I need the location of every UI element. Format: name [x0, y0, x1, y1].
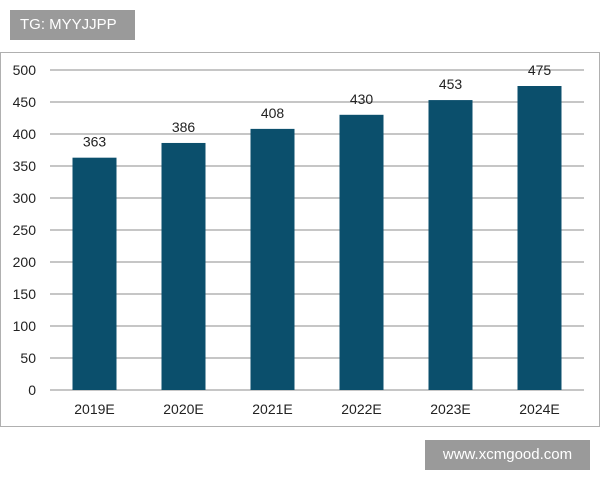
y-tick-label: 100	[13, 318, 37, 334]
x-tick-label: 2021E	[252, 401, 292, 417]
data-labels: 363 386 408 430 453 475	[83, 62, 552, 150]
data-label: 386	[172, 119, 196, 135]
bars	[72, 86, 562, 391]
x-tick-label: 2019E	[74, 401, 114, 417]
watermark-site: www.xcmgood.com	[425, 440, 590, 470]
bar-2022e	[339, 114, 384, 391]
data-label: 475	[528, 62, 552, 78]
x-axis-ticks: 2019E 2020E 2021E 2022E 2023E 2024E	[74, 401, 559, 417]
gridlines	[50, 69, 584, 391]
y-tick-label: 400	[13, 126, 37, 142]
data-label: 453	[439, 76, 463, 92]
y-axis-ticks: 0 50 100 150 200 250 300 350 400 450 500	[13, 62, 37, 398]
x-tick-label: 2023E	[430, 401, 470, 417]
bar-2021e	[250, 128, 295, 390]
y-tick-label: 500	[13, 62, 37, 78]
x-tick-label: 2022E	[341, 401, 381, 417]
bar-2024e	[517, 86, 562, 390]
bar-2019e	[72, 157, 117, 390]
y-tick-label: 50	[20, 350, 36, 366]
y-tick-label: 300	[13, 190, 37, 206]
y-tick-label: 350	[13, 158, 37, 174]
bar-2020e	[161, 142, 206, 390]
x-tick-label: 2024E	[519, 401, 559, 417]
y-tick-label: 250	[13, 222, 37, 238]
y-tick-label: 0	[28, 382, 36, 398]
data-label: 430	[350, 91, 374, 107]
data-label: 363	[83, 134, 107, 150]
y-tick-label: 200	[13, 254, 37, 270]
y-tick-label: 150	[13, 286, 37, 302]
y-tick-label: 450	[13, 94, 37, 110]
watermark-tag: TG: MYYJJPP	[10, 10, 135, 40]
data-label: 408	[261, 105, 285, 121]
x-tick-label: 2020E	[163, 401, 203, 417]
bar-2023e	[428, 100, 473, 390]
